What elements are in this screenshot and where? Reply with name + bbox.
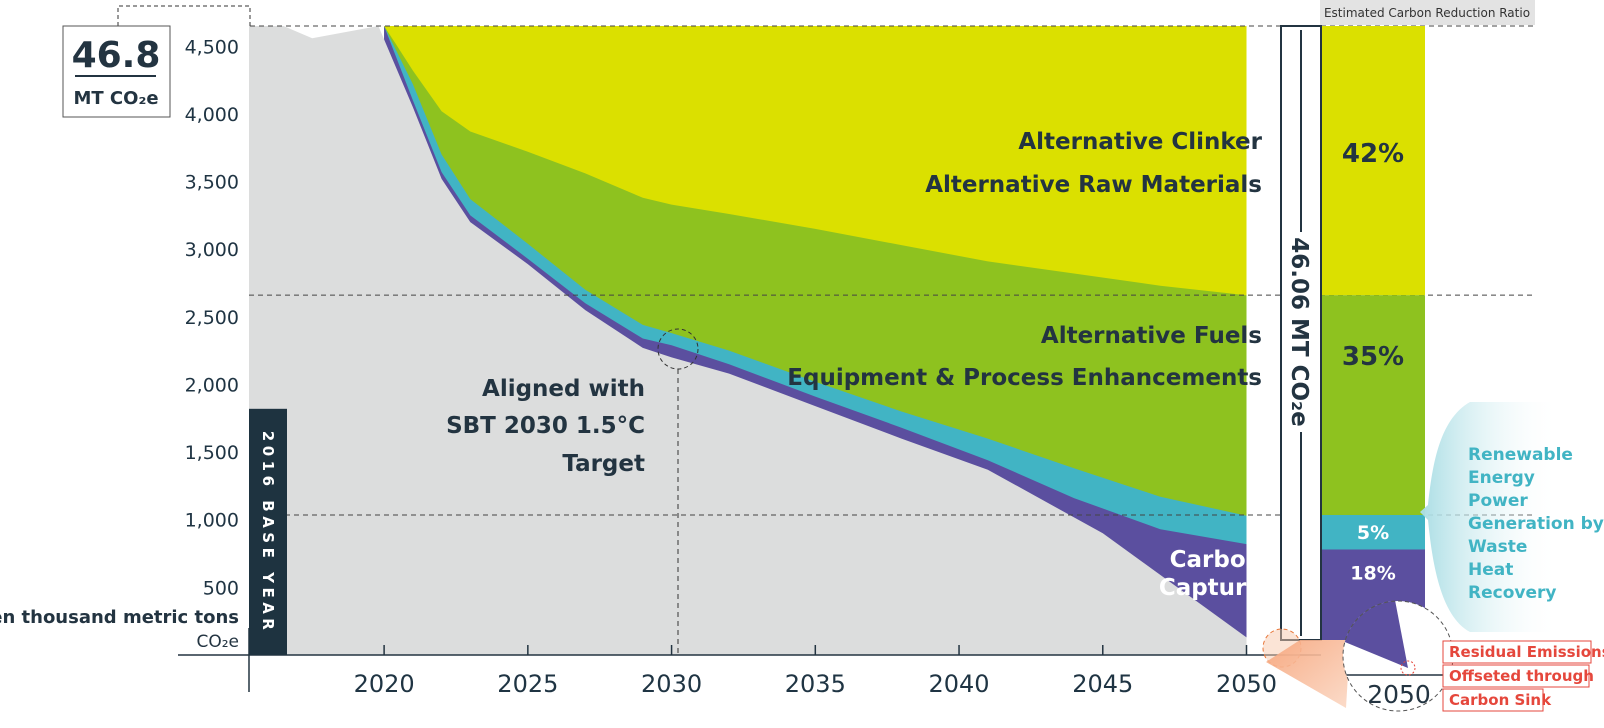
sbt-label-1: Aligned with	[482, 376, 645, 402]
area-4	[249, 26, 1247, 655]
x-tick-label: 2040	[928, 670, 989, 698]
y-axis-unit-line2: CO₂e	[196, 632, 239, 652]
y-tick-label: 1,500	[185, 442, 239, 464]
base-year-bar	[249, 408, 287, 655]
sbt-label-3: Target	[562, 451, 645, 477]
axes: 500 1,000 1,500 2,000 2,500 3,000 3,500 4,000 4,…	[178, 36, 1321, 698]
residual-label-2: Offseted through	[1449, 667, 1594, 685]
y-tick-label: 2,500	[185, 307, 239, 329]
y-tick-label: 2,000	[185, 374, 239, 396]
ratio-header-box	[1320, 0, 1535, 25]
renewable-label-5: Waste	[1468, 537, 1527, 557]
y-tick-label: 4,000	[185, 104, 239, 126]
ratio-header-label: Estimated Carbon Reduction Ratio	[1324, 6, 1530, 20]
y-tick-label: 3,000	[185, 239, 239, 261]
total-emission-box	[62, 25, 171, 118]
renewable-label-7: Recovery	[1468, 583, 1556, 603]
ratio-label-1: 35%	[1342, 342, 1404, 372]
label-carbon-capture-2: Capture	[1159, 575, 1262, 601]
renewable-label-4: Generation by	[1468, 514, 1604, 534]
ratio-label-0: 42%	[1342, 139, 1404, 169]
ratio-segment-0	[1321, 26, 1425, 296]
ratio-segment-2	[1321, 514, 1425, 550]
y-tick-label: 500	[203, 577, 239, 599]
renewable-label-1: Renewable	[1468, 445, 1573, 465]
y-tick-label: 1,000	[185, 510, 239, 532]
ratio-label-3: 18%	[1350, 562, 1395, 584]
residual-label-3: Carbon Sink	[1449, 691, 1552, 709]
x-tick-label: 2045	[1072, 670, 1133, 698]
renewable-label-3: Power	[1468, 491, 1528, 511]
renewable-bracket	[1420, 402, 1560, 632]
x-tick-label: 2050	[1216, 670, 1277, 698]
x-tick-label: 2030	[641, 670, 702, 698]
sbt-label-2: SBT 2030 1.5°C	[446, 413, 645, 439]
renewable-label-2: Energy	[1468, 468, 1535, 488]
residual-label-1: Residual Emissions	[1449, 643, 1604, 661]
label-alternative-fuels: Alternative Fuels	[1041, 323, 1262, 349]
label-alternative-clinker: Alternative Clinker	[1018, 129, 1262, 155]
zoom-year-label: 2050	[1367, 680, 1431, 709]
reduction-total-label: 46.06 MT CO₂e	[1286, 237, 1312, 426]
y-axis-unit-line1: ten thousand metric tons	[0, 607, 239, 628]
label-equipment-process: Equipment & Process Enhancements	[787, 365, 1262, 391]
total-emission-value: 46.8	[72, 35, 161, 76]
x-tick-label: 2020	[354, 670, 415, 698]
x-tick-label: 2025	[497, 670, 558, 698]
ratio-segment-1	[1321, 295, 1425, 515]
base-year-label: 2016 BASE YEAR	[259, 431, 277, 635]
x-tick-label: 2035	[785, 670, 846, 698]
area-series-group	[249, 26, 1247, 655]
y-tick-label: 3,500	[185, 172, 239, 194]
label-alternative-raw-materials: Alternative Raw Materials	[925, 172, 1262, 198]
reduction-ratio-bar: 42% 35% 5% 18%	[1321, 26, 1440, 676]
ratio-label-2: 5%	[1357, 522, 1389, 544]
label-carbon-capture-1: Carbon	[1170, 547, 1262, 573]
total-emission-unit: MT CO₂e	[73, 88, 158, 109]
y-tick-label: 4,500	[185, 36, 239, 58]
renewable-label-6: Heat	[1468, 560, 1513, 580]
